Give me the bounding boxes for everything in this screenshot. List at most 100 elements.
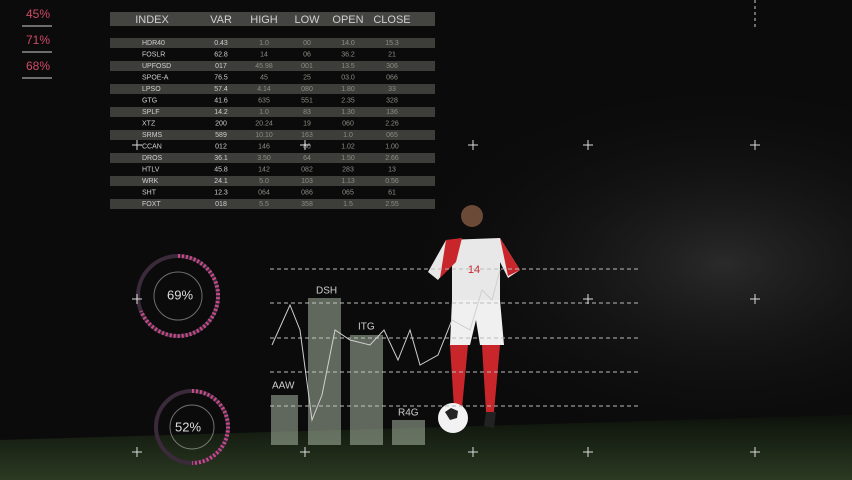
cell: 064: [258, 189, 270, 196]
table-header-bg: [110, 12, 435, 26]
row-bg: [110, 176, 435, 186]
cell: 358: [301, 201, 313, 208]
cell: 45.98: [255, 63, 273, 70]
cell: 03.0: [341, 74, 355, 81]
gauge: [154, 389, 230, 465]
hud-chart: [270, 268, 640, 407]
cell: 06: [303, 51, 311, 58]
bar: [350, 335, 383, 445]
row-index: SPLF: [142, 109, 160, 116]
row-index: FOXT: [142, 201, 161, 208]
cell: 1.0: [343, 132, 353, 139]
row-index: XTZ: [142, 120, 156, 127]
cell: 20.24: [255, 120, 273, 127]
cell: 12.3: [214, 189, 228, 196]
pitch: [0, 415, 852, 480]
row-index: GTG: [142, 97, 157, 104]
cell: 018: [215, 201, 227, 208]
cell: 3.50: [257, 155, 271, 162]
cell: 328: [386, 97, 398, 104]
cell: 017: [215, 63, 227, 70]
cell: 200: [215, 120, 227, 127]
stat-value: 71%: [26, 33, 50, 47]
cell: 36.2: [341, 51, 355, 58]
cell: 15.3: [385, 40, 399, 47]
bar-label: AAW: [272, 381, 295, 392]
cell: 1.30: [341, 109, 355, 116]
cell: 21: [388, 51, 396, 58]
cell: 5.5: [259, 201, 269, 208]
cell: 142: [258, 166, 270, 173]
cell: 2.35: [341, 97, 355, 104]
row-index: LPSO: [142, 86, 161, 93]
cell: 136: [386, 109, 398, 116]
column-header: CLOSE: [373, 14, 410, 26]
cell: 012: [215, 143, 227, 150]
row-bg: [110, 130, 435, 140]
cell: 283: [342, 166, 354, 173]
cell: 83: [303, 109, 311, 116]
cell: 1.80: [341, 86, 355, 93]
cell: 41.6: [214, 97, 228, 104]
jersey-number: 14: [468, 264, 480, 276]
cell: 2.66: [385, 155, 399, 162]
column-header: OPEN: [332, 14, 363, 26]
cell: 61: [388, 189, 396, 196]
cell: 24.1: [214, 178, 228, 185]
column-header: HIGH: [250, 14, 278, 26]
row-index: UPFOSD: [142, 63, 171, 70]
cell: 1.0: [259, 40, 269, 47]
bar-label: ITG: [358, 322, 375, 333]
cell: 14: [260, 51, 268, 58]
cell: 103: [301, 178, 313, 185]
cell: 10.10: [255, 132, 273, 139]
cell: 163: [301, 132, 313, 139]
cell: 1.0: [259, 109, 269, 116]
cell: 64: [303, 155, 311, 162]
cell: 80: [303, 143, 311, 150]
cell: 065: [342, 189, 354, 196]
cell: 36.1: [214, 155, 228, 162]
stat-value: 45%: [26, 7, 50, 21]
cell: 086: [301, 189, 313, 196]
row-bg: [110, 199, 435, 209]
cell: 2.55: [385, 201, 399, 208]
cell: 2.26: [385, 120, 399, 127]
cell: 62.8: [214, 51, 228, 58]
crosshairs: [132, 140, 760, 457]
cell: 45.8: [214, 166, 228, 173]
cell: 082: [301, 166, 313, 173]
cell: 45: [260, 74, 268, 81]
cell: 1.5: [343, 201, 353, 208]
cell: 57.4: [214, 86, 228, 93]
row-bg: [110, 107, 435, 117]
row-index: FOSLR: [142, 51, 165, 58]
row-bg: [110, 61, 435, 71]
column-header: INDEX: [135, 14, 169, 26]
row-index: HTLV: [142, 166, 160, 173]
cell: 19: [303, 120, 311, 127]
cell: 5.0: [259, 178, 269, 185]
cell: 635: [258, 97, 270, 104]
cell: 00: [303, 40, 311, 47]
cell: 0.43: [214, 40, 228, 47]
cell: 001: [301, 63, 313, 70]
row-index: SPOE-A: [142, 74, 169, 81]
trend-line: [271, 269, 501, 422]
cell: 1.02: [341, 143, 355, 150]
cell: 13.5: [341, 63, 355, 70]
bar: [392, 420, 425, 445]
cell: 306: [386, 63, 398, 70]
row-index: HDR40: [142, 40, 165, 47]
row-index: CCAN: [142, 143, 162, 150]
cell: 25: [303, 74, 311, 81]
row-bg: [110, 84, 435, 94]
bar-label: DSH: [316, 286, 337, 297]
cell: 146: [258, 143, 270, 150]
row-bg: [110, 38, 435, 48]
row-bg: [110, 153, 435, 163]
gauge: [136, 254, 221, 338]
cell: 14.2: [214, 109, 228, 116]
column-header: VAR: [210, 14, 232, 26]
